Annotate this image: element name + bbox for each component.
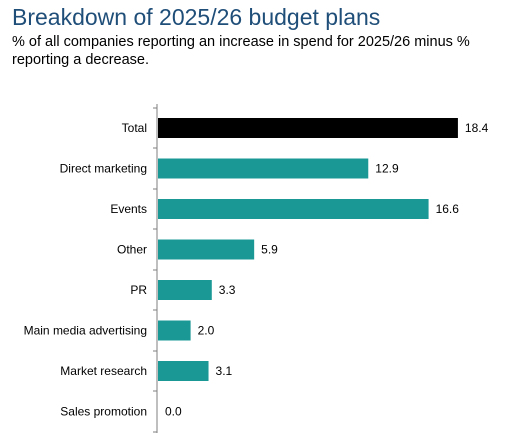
value-label: 0.0 [165,405,182,419]
value-label: 12.9 [375,162,399,176]
value-label: 18.4 [465,121,489,135]
value-label: 5.9 [261,243,278,257]
value-label: 3.3 [219,283,236,297]
category-label: Other [117,243,147,257]
category-label: Market research [60,364,147,378]
value-label: 2.0 [198,324,215,338]
value-label: 3.1 [216,364,233,378]
category-label: Events [110,202,147,216]
category-label: Direct marketing [60,162,147,176]
bar-total [158,118,458,138]
bar-events [158,199,429,219]
value-label: 16.6 [436,202,460,216]
category-label: Sales promotion [60,405,147,419]
chart-title: Breakdown of 2025/26 budget plans [12,4,381,30]
category-label: Main media advertising [24,324,147,338]
category-label: PR [130,283,147,297]
bar-pr [158,280,212,300]
category-label: Total [122,121,147,135]
bar-main-media-advertising [158,320,191,341]
chart-subtitle: % of all companies reporting an increase… [12,34,470,68]
bar-other [158,239,255,260]
bar-market-research [158,361,209,381]
bar-direct-marketing [158,158,369,179]
